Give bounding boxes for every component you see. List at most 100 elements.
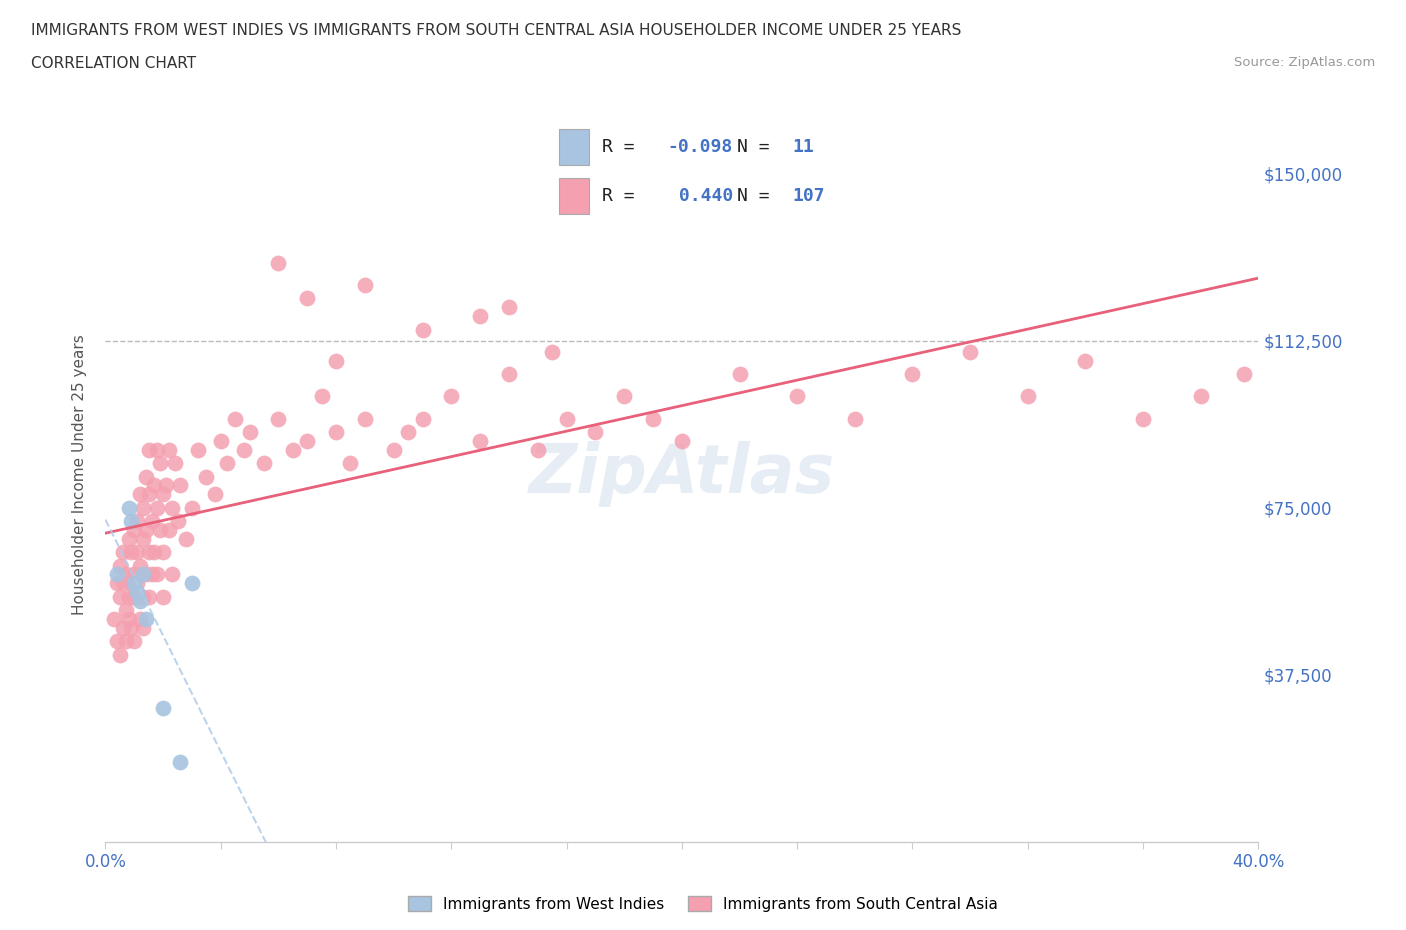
Point bbox=[129, 593, 152, 608]
Point bbox=[108, 558, 131, 573]
Point bbox=[1074, 353, 1097, 368]
Point bbox=[124, 567, 146, 582]
Point bbox=[135, 523, 157, 538]
Point bbox=[585, 425, 607, 440]
Point bbox=[195, 469, 218, 484]
Point bbox=[297, 291, 319, 306]
Point bbox=[180, 500, 204, 515]
Point bbox=[174, 531, 197, 546]
Y-axis label: Householder Income Under 25 years: Householder Income Under 25 years bbox=[72, 334, 87, 615]
Point bbox=[541, 344, 564, 359]
Point bbox=[129, 612, 152, 627]
Point bbox=[132, 590, 155, 604]
Point bbox=[411, 411, 433, 426]
Point bbox=[169, 754, 191, 769]
Point bbox=[297, 433, 319, 448]
Point bbox=[143, 545, 166, 560]
Point bbox=[470, 433, 492, 448]
Point bbox=[1233, 366, 1256, 381]
Point bbox=[728, 366, 751, 381]
Point bbox=[105, 634, 128, 649]
Point bbox=[671, 433, 693, 448]
Point bbox=[204, 487, 226, 502]
Point bbox=[354, 278, 377, 293]
Point bbox=[117, 500, 139, 515]
Point bbox=[138, 443, 160, 458]
Point bbox=[117, 531, 139, 546]
Point bbox=[103, 612, 125, 627]
Point bbox=[146, 500, 169, 515]
Point bbox=[138, 545, 160, 560]
Point bbox=[187, 443, 209, 458]
Point bbox=[157, 443, 180, 458]
Point bbox=[959, 344, 981, 359]
Point bbox=[844, 411, 866, 426]
Point bbox=[555, 411, 578, 426]
Point bbox=[120, 620, 142, 635]
Point bbox=[470, 309, 492, 324]
Point bbox=[786, 389, 808, 404]
Point bbox=[411, 322, 433, 337]
Point bbox=[143, 478, 166, 493]
Point bbox=[339, 456, 361, 471]
Point bbox=[127, 513, 149, 528]
Point bbox=[132, 531, 155, 546]
Point bbox=[132, 620, 155, 635]
Point bbox=[138, 590, 160, 604]
Text: IMMIGRANTS FROM WEST INDIES VS IMMIGRANTS FROM SOUTH CENTRAL ASIA HOUSEHOLDER IN: IMMIGRANTS FROM WEST INDIES VS IMMIGRANT… bbox=[31, 23, 962, 38]
Point bbox=[135, 612, 157, 627]
Point bbox=[124, 634, 146, 649]
Point bbox=[127, 545, 149, 560]
Point bbox=[166, 513, 188, 528]
Point bbox=[120, 545, 142, 560]
Legend: Immigrants from West Indies, Immigrants from South Central Asia: Immigrants from West Indies, Immigrants … bbox=[402, 889, 1004, 918]
Point bbox=[114, 603, 136, 618]
Point bbox=[325, 353, 347, 368]
Point bbox=[281, 443, 304, 458]
Point bbox=[124, 576, 146, 591]
Point bbox=[396, 425, 419, 440]
Point bbox=[132, 567, 155, 582]
Point bbox=[267, 411, 290, 426]
Point bbox=[152, 700, 174, 715]
Point bbox=[149, 523, 172, 538]
Point bbox=[382, 443, 405, 458]
Point bbox=[209, 433, 232, 448]
Point bbox=[138, 487, 160, 502]
Point bbox=[117, 612, 139, 627]
Point bbox=[163, 456, 186, 471]
Point bbox=[141, 567, 163, 582]
Text: CORRELATION CHART: CORRELATION CHART bbox=[31, 56, 195, 71]
Point bbox=[440, 389, 463, 404]
Point bbox=[613, 389, 636, 404]
Point bbox=[157, 523, 180, 538]
Point bbox=[117, 590, 139, 604]
Point bbox=[643, 411, 665, 426]
Point bbox=[311, 389, 333, 404]
Point bbox=[152, 590, 174, 604]
Text: Source: ZipAtlas.com: Source: ZipAtlas.com bbox=[1234, 56, 1375, 69]
Point bbox=[498, 299, 520, 314]
Point bbox=[901, 366, 924, 381]
Text: ZipAtlas: ZipAtlas bbox=[529, 442, 835, 507]
Point bbox=[105, 567, 128, 582]
Point bbox=[527, 443, 550, 458]
Point bbox=[152, 487, 174, 502]
Point bbox=[127, 576, 149, 591]
Point bbox=[111, 545, 134, 560]
Point bbox=[267, 256, 290, 271]
Point bbox=[1132, 411, 1154, 426]
Point bbox=[108, 647, 131, 662]
Point bbox=[160, 500, 183, 515]
Point bbox=[135, 469, 157, 484]
Point bbox=[325, 425, 347, 440]
Point bbox=[160, 567, 183, 582]
Point bbox=[111, 620, 134, 635]
Point bbox=[146, 567, 169, 582]
Point bbox=[253, 456, 276, 471]
Point bbox=[1017, 389, 1039, 404]
Point bbox=[141, 513, 163, 528]
Point bbox=[124, 590, 146, 604]
Point bbox=[155, 478, 177, 493]
Point bbox=[135, 567, 157, 582]
